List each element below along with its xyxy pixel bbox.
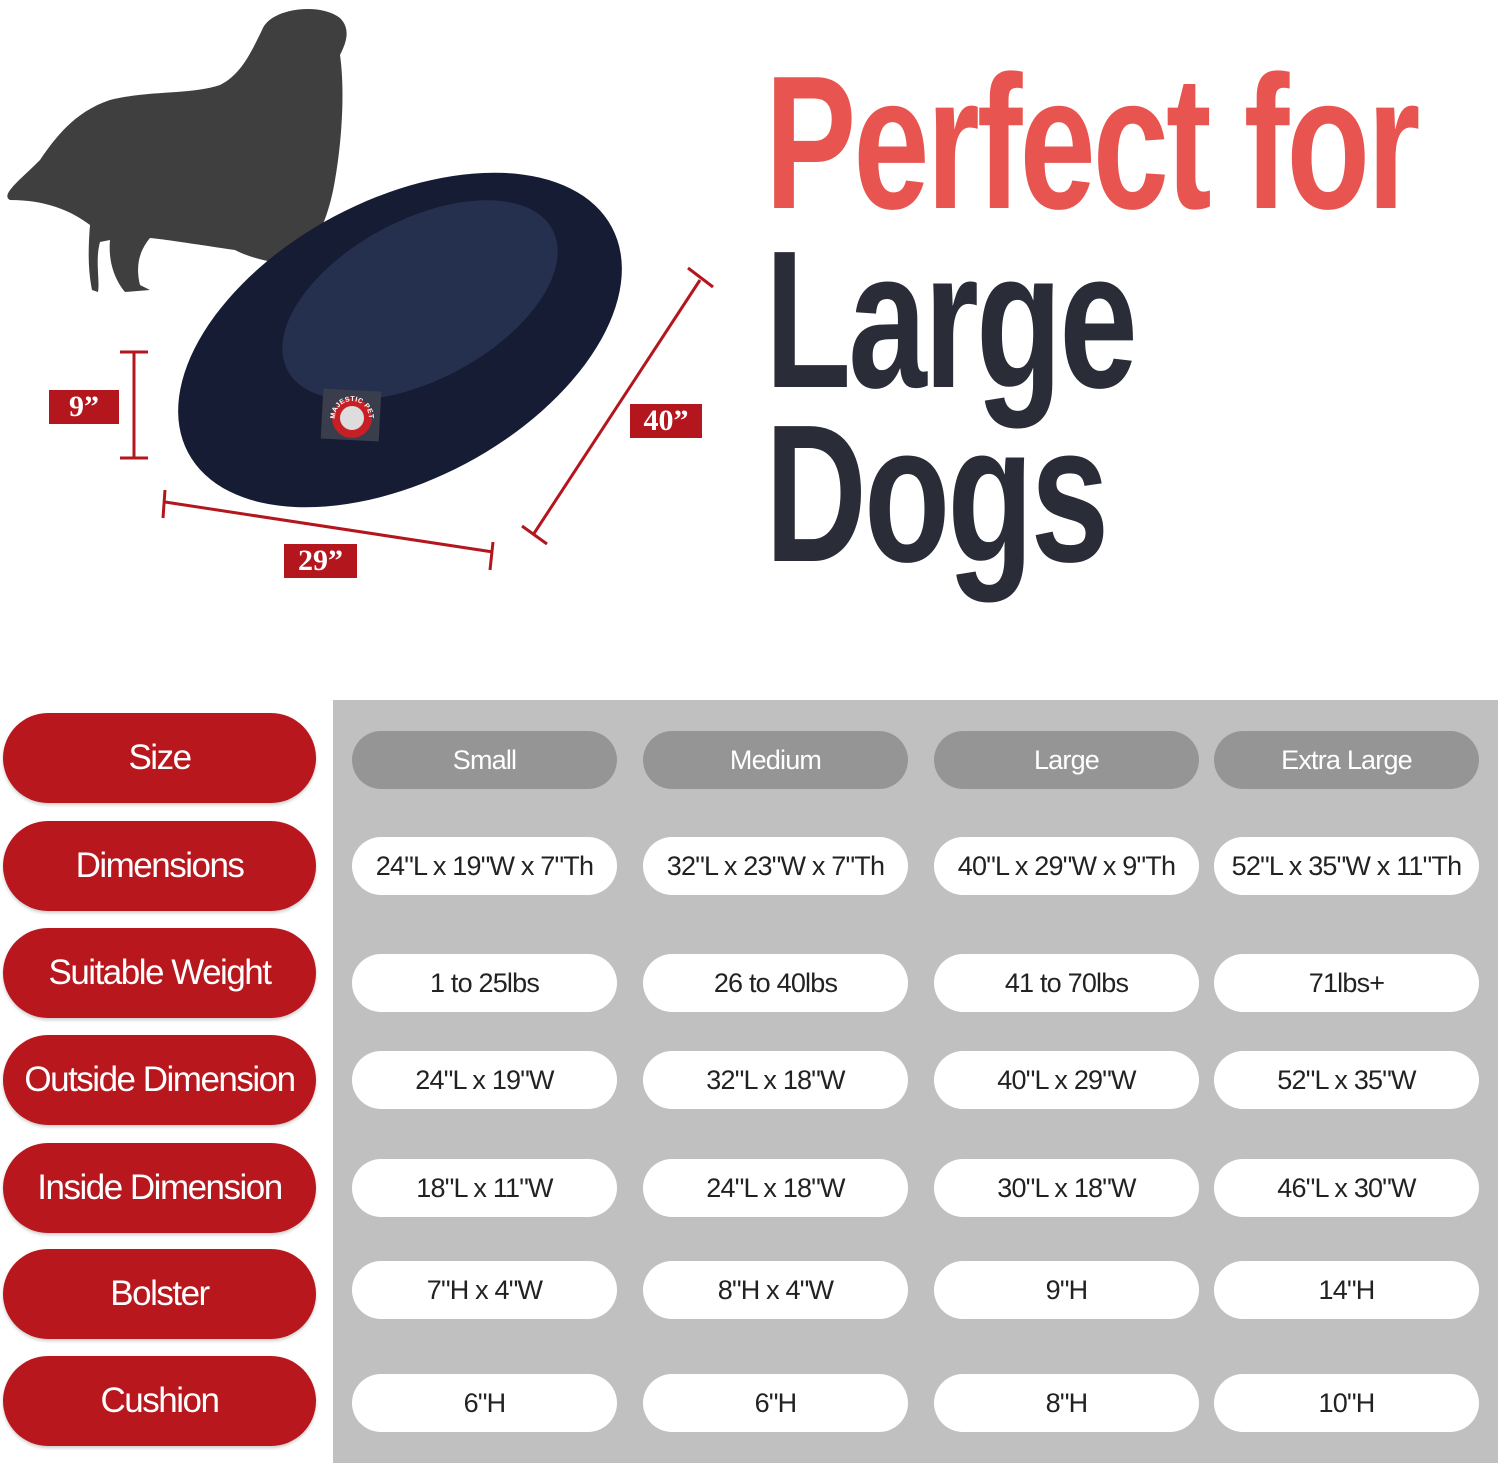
- row-label-outside-dimension: Outside Dimension: [3, 1035, 316, 1125]
- headline-line-1: Perfect for: [765, 37, 1420, 249]
- table-cell: 6"H: [643, 1374, 908, 1432]
- headline-line-2: Large: [765, 210, 1138, 429]
- table-cell: 10"H: [1214, 1374, 1479, 1432]
- row-label-size: Size: [3, 713, 316, 803]
- table-cell: 24"L x 19"W: [352, 1051, 617, 1109]
- table-cell: 40"L x 29"W x 9"Th: [934, 837, 1199, 895]
- table-cell: 40"L x 29"W: [934, 1051, 1199, 1109]
- table-cell: 46"L x 30"W: [1214, 1159, 1479, 1217]
- dog-silhouette: [7, 8, 347, 292]
- table-cell: 32"L x 23"W x 7"Th: [643, 837, 908, 895]
- height-dimension-label: 9”: [49, 390, 119, 424]
- paw-print-icon: [340, 406, 364, 430]
- table-cell: 32"L x 18"W: [643, 1051, 908, 1109]
- dimension-lines: [120, 266, 714, 571]
- length-dimension-label: 40”: [630, 404, 702, 438]
- table-cell: 71lbs+: [1214, 954, 1479, 1012]
- table-cell: 18"L x 11"W: [352, 1159, 617, 1217]
- row-label-cushion: Cushion: [3, 1356, 316, 1446]
- row-label-dimensions: Dimensions: [3, 821, 316, 911]
- row-label-bolster: Bolster: [3, 1249, 316, 1339]
- table-cell: 9"H: [934, 1261, 1199, 1319]
- table-cell: 6"H: [352, 1374, 617, 1432]
- table-cell: 8"H: [934, 1374, 1199, 1432]
- width-dimension-label: 29”: [284, 544, 357, 578]
- column-header-small: Small: [352, 731, 617, 789]
- row-label-inside-dimension: Inside Dimension: [3, 1143, 316, 1233]
- table-cell: 1 to 25lbs: [352, 954, 617, 1012]
- table-cell: 8"H x 4"W: [643, 1261, 908, 1319]
- table-cell: 52"L x 35"W x 11"Th: [1214, 837, 1479, 895]
- row-label-suitable-weight: Suitable Weight: [3, 928, 316, 1018]
- table-cell: 14"H: [1214, 1261, 1479, 1319]
- table-cell: 24"L x 18"W: [643, 1159, 908, 1217]
- column-header-medium: Medium: [643, 731, 908, 789]
- bed-cushion: [282, 200, 558, 400]
- table-cell: 24"L x 19"W x 7"Th: [352, 837, 617, 895]
- column-header-large: Large: [934, 731, 1199, 789]
- table-cell: 30"L x 18"W: [934, 1159, 1199, 1217]
- table-cell: 7"H x 4"W: [352, 1261, 617, 1319]
- product-illustration: MAJESTIC PET: [7, 8, 714, 571]
- table-cell: 52"L x 35"W: [1214, 1051, 1479, 1109]
- column-header-extra-large: Extra Large: [1214, 731, 1479, 789]
- headline-line-3: Dogs: [765, 384, 1109, 603]
- table-cell: 26 to 40lbs: [643, 954, 908, 1012]
- table-cell: 41 to 70lbs: [934, 954, 1199, 1012]
